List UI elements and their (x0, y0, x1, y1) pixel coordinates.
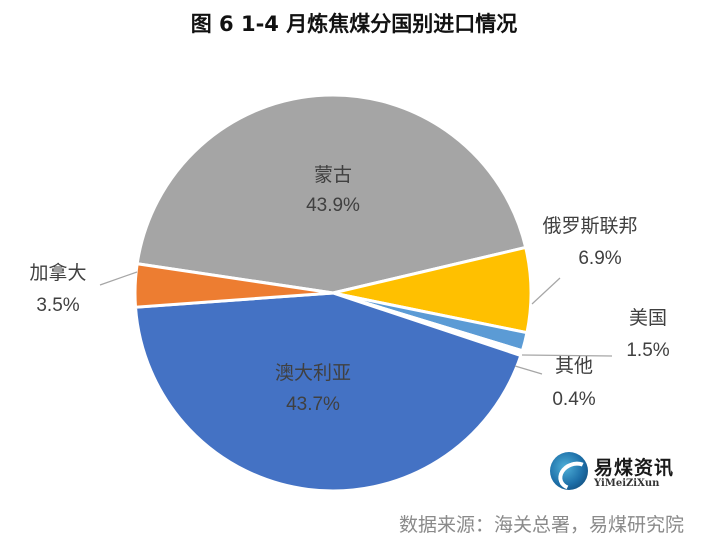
slice-value-5: 43.7% (286, 394, 340, 415)
slice-value-1: 43.9% (306, 195, 360, 216)
logo-subtitle: YiMeiZiXun (594, 478, 660, 489)
slice-value-4: 0.4% (552, 389, 595, 410)
slice-label-2: 俄罗斯联邦 (542, 215, 637, 237)
coal-logo-icon (550, 452, 596, 495)
leader-line-2 (531, 277, 561, 305)
leader-line-3 (521, 354, 613, 357)
pie-slice-6 (133, 262, 334, 309)
slice-value-6: 3.5% (36, 295, 79, 316)
slice-label-4: 其他 (555, 355, 593, 377)
slice-label-5: 澳大利亚 (275, 362, 351, 384)
data-source: 数据来源：海关总署，易煤研究院 (398, 514, 684, 536)
slice-label-6: 加拿大 (29, 261, 86, 284)
logo: 易煤资讯 YiMeiZiXun (550, 452, 700, 495)
pie-slice-5 (133, 291, 523, 493)
chart-title: 图 6 1-4 月炼焦煤分国别进口情况 (190, 12, 518, 36)
leader-line-4 (514, 365, 543, 375)
slice-label-1: 蒙古 (314, 164, 352, 186)
slice-label-3: 美国 (629, 307, 667, 329)
slice-value-2: 6.9% (578, 248, 621, 269)
leader-line-6 (99, 271, 138, 286)
logo-name: 易煤资讯 (594, 457, 675, 479)
slice-value-3: 1.5% (626, 340, 669, 361)
pie-slice-1 (135, 93, 528, 295)
